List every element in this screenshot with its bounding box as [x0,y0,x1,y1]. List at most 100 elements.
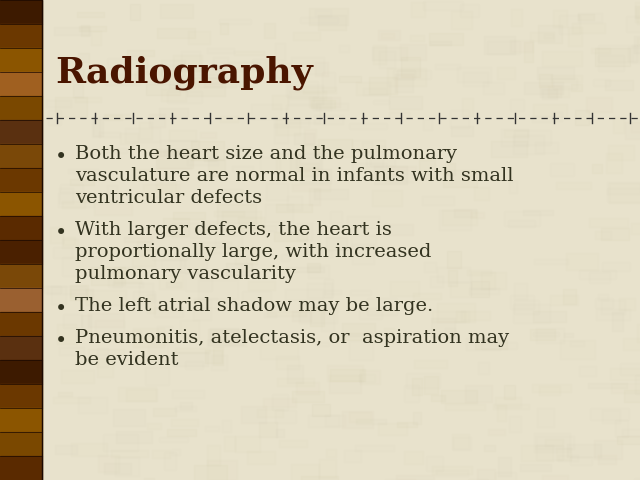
Bar [198,279,237,300]
Bar [351,140,385,152]
Bar [553,78,577,89]
Bar [260,345,298,359]
Bar [515,283,527,299]
Bar [310,87,325,92]
Bar [533,332,559,336]
Bar [95,320,124,335]
Bar [262,398,296,408]
Bar [366,154,383,167]
Bar [438,210,471,230]
Bar [105,115,122,120]
Bar [181,51,200,68]
Bar [559,15,580,34]
Bar [339,309,374,329]
Bar [619,127,640,138]
Bar [195,333,234,339]
Bar [325,63,335,82]
Bar [589,218,628,227]
Bar [520,445,554,460]
Bar [474,187,489,200]
Bar [131,438,168,456]
Bar [615,384,640,401]
Bar [447,115,469,123]
Bar [436,470,467,476]
Bar [385,173,413,181]
Bar [213,348,223,365]
Bar [125,128,160,142]
Bar [130,97,159,113]
Bar [131,169,157,180]
Bar [286,81,318,97]
Bar [210,328,238,342]
Bar [264,312,276,317]
Bar [548,86,569,97]
Bar [429,33,463,46]
Bar [52,201,83,219]
Bar [276,356,299,370]
Bar [207,48,234,53]
Bar [536,445,563,460]
Bar [535,142,558,153]
Bar [552,191,586,204]
Bar [463,72,488,86]
Bar [146,84,180,95]
Bar [147,423,161,429]
Bar [536,436,574,449]
Bar [449,92,463,109]
Bar [570,456,592,465]
Bar [168,430,196,436]
Bar [329,375,360,393]
Bar [511,9,522,26]
Bar [193,68,222,81]
Bar [610,360,640,365]
Bar [67,359,77,372]
Bar [115,457,139,476]
Bar [0,144,42,168]
Bar [241,406,266,423]
Bar [67,231,106,246]
Bar [63,314,82,328]
Bar [316,103,348,109]
Bar [342,255,360,272]
Bar [126,422,138,429]
Bar [349,123,387,130]
Bar [74,135,92,142]
Bar [566,253,598,270]
Bar [173,352,207,366]
Bar [401,58,420,77]
Bar [538,25,562,43]
Bar [429,276,442,287]
Bar [509,452,518,466]
Bar [134,437,148,456]
Bar [310,379,319,387]
Bar [209,287,232,305]
Bar [235,251,257,264]
Bar [222,211,262,231]
Bar [324,279,333,297]
Bar [351,161,364,166]
Bar [508,220,534,227]
Bar [120,133,138,144]
Bar [632,45,640,63]
Bar [309,189,319,204]
Bar [397,70,431,79]
Bar [141,450,156,456]
Bar [146,65,181,74]
Bar [595,231,611,239]
Bar [221,235,250,254]
Bar [310,99,335,108]
Bar [115,95,147,101]
Bar [152,475,186,480]
Bar [623,338,640,349]
Bar [523,210,553,216]
Bar [166,282,181,287]
Bar [571,84,582,91]
Text: Radiography: Radiography [55,55,313,89]
Bar [461,311,490,320]
Bar [624,390,640,402]
Bar [610,368,640,380]
Bar [598,455,616,465]
Bar [200,132,216,138]
Bar [198,83,236,87]
Bar [161,89,186,101]
